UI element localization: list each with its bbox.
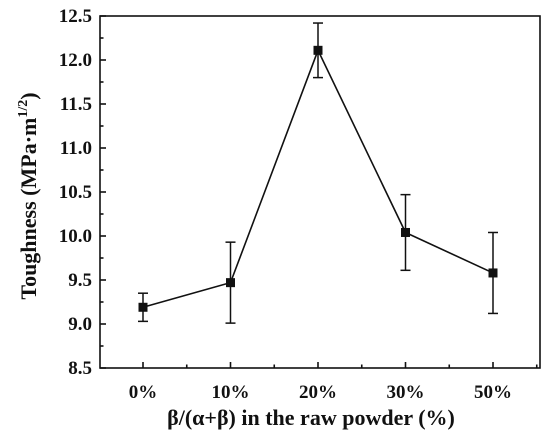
y-tick-label-5: 11.0	[60, 138, 92, 159]
y-axis-label-superscript: 1/2	[16, 100, 31, 118]
y-axis-label: Toughness (MPa·m1/2)	[16, 92, 41, 299]
series-toughness	[138, 22, 498, 324]
plot-area	[99, 15, 541, 369]
y-tick-label-4: 10.5	[59, 182, 92, 203]
axes-box	[99, 15, 541, 369]
x-tick-label-0: 0%	[129, 382, 158, 403]
x-tick-label-3: 30%	[387, 382, 425, 403]
y-tick-label-7: 12.0	[59, 50, 92, 71]
y-axis-label-main: Toughness (MPa·m	[16, 118, 41, 300]
data-point-0	[138, 302, 148, 312]
y-tick-label-6: 11.5	[60, 94, 92, 115]
y-tick-label-0: 8.5	[68, 358, 92, 379]
y-axis-label-suffix: )	[16, 92, 41, 99]
x-axis-label: β/(α+β) in the raw powder (%)	[167, 405, 455, 430]
y-tick-label-2: 9.5	[68, 270, 92, 291]
y-axis: 8.5 9.0 9.5 10.0 10.5 11.0 11.5 12.0 12.5	[59, 6, 106, 379]
data-point-2	[313, 45, 323, 55]
y-tick-label-8: 12.5	[59, 6, 92, 27]
series-line-0	[142, 48, 494, 309]
data-point-3	[401, 227, 410, 237]
data-point-1	[226, 278, 235, 288]
x-tick-label-2: 20%	[299, 382, 337, 403]
x-tick-label-1: 10%	[212, 382, 250, 403]
y-tick-label-3: 10.0	[59, 226, 92, 247]
x-axis: 0% 10% 20% 30% 50%	[129, 362, 538, 403]
x-tick-label-4: 50%	[474, 382, 512, 403]
data-point-4	[488, 268, 498, 278]
y-tick-label-1: 9.0	[68, 314, 92, 335]
